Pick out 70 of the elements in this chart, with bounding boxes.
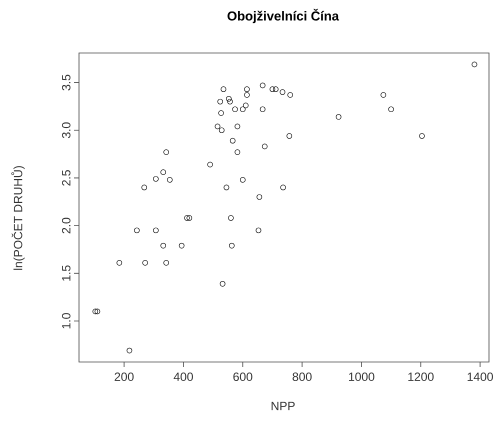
- y-tick-label: 1.0: [62, 313, 70, 328]
- y-tick-label: 3.0: [62, 122, 70, 138]
- point: [126, 348, 132, 354]
- point: [256, 194, 262, 200]
- x-tick-label: 800: [292, 372, 312, 382]
- point: [230, 138, 236, 144]
- y-tick-label: 1.5: [62, 265, 70, 281]
- point: [228, 242, 235, 248]
- point: [142, 260, 148, 266]
- point: [220, 86, 226, 92]
- point: [217, 98, 224, 104]
- y-tick-label: 2.0: [62, 218, 70, 234]
- point: [220, 280, 226, 287]
- point: [234, 149, 240, 155]
- point: [218, 110, 224, 116]
- y-tick-label: 2.5: [62, 170, 70, 186]
- x-tick-label: 1000: [348, 372, 374, 382]
- point: [336, 114, 342, 120]
- y-tick-label: 3.5: [62, 74, 70, 90]
- point: [232, 106, 238, 112]
- x-tick-label: 200: [114, 372, 134, 382]
- point: [153, 176, 159, 182]
- point: [262, 144, 268, 150]
- point: [287, 92, 294, 98]
- point: [160, 169, 166, 175]
- point: [160, 242, 166, 248]
- point: [240, 106, 246, 112]
- chart-title: Obojživelníci Čína: [228, 8, 340, 24]
- x-tick-label: 600: [233, 372, 252, 382]
- x-tick-label: 1400: [468, 372, 493, 382]
- point: [280, 89, 286, 95]
- point: [94, 308, 100, 314]
- point: [234, 124, 240, 130]
- x-axis-title: NPP: [272, 402, 295, 410]
- point: [280, 184, 286, 190]
- point: [116, 260, 122, 266]
- point: [141, 184, 148, 190]
- point: [240, 177, 246, 183]
- point: [218, 127, 224, 134]
- point: [242, 102, 249, 108]
- point: [163, 260, 170, 266]
- point: [134, 228, 140, 234]
- point: [228, 215, 234, 221]
- point: [184, 215, 190, 221]
- point: [260, 106, 266, 112]
- point: [178, 242, 184, 248]
- point: [244, 86, 250, 92]
- point: [163, 149, 170, 155]
- point: [166, 177, 173, 183]
- point: [272, 86, 278, 92]
- point: [92, 308, 98, 314]
- point: [388, 106, 394, 112]
- point: [472, 62, 478, 68]
- point: [186, 215, 192, 221]
- point: [214, 124, 220, 130]
- point: [244, 92, 250, 98]
- point: [419, 133, 425, 139]
- point: [226, 96, 232, 102]
- point: [286, 133, 292, 139]
- point: [227, 98, 233, 104]
- point: [260, 82, 266, 88]
- point: [207, 162, 213, 168]
- y-axis-title: ln(POČET DRUHŮ): [11, 166, 25, 270]
- x-tick-label: 400: [174, 372, 193, 382]
- x-tick-label: 1200: [408, 372, 434, 382]
- point: [256, 228, 262, 234]
- point: [224, 184, 230, 190]
- point: [270, 86, 276, 92]
- point: [153, 228, 159, 234]
- point: [380, 92, 386, 98]
